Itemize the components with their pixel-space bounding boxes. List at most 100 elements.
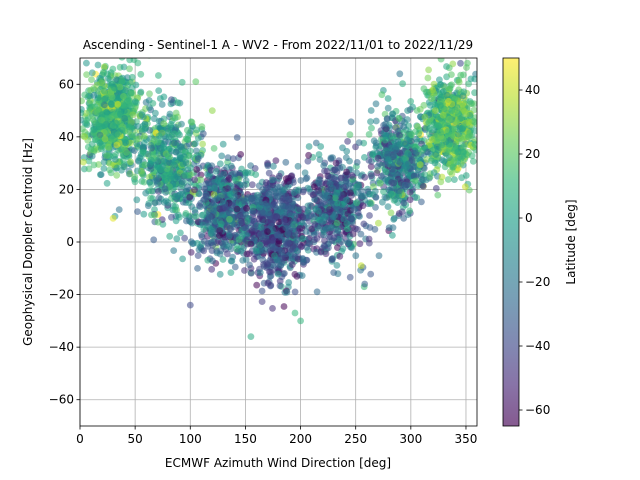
data-point (127, 139, 134, 147)
data-point (208, 107, 216, 114)
data-point (224, 185, 232, 192)
data-point (259, 209, 267, 217)
data-point (212, 167, 220, 175)
data-point (109, 65, 117, 73)
data-point (105, 143, 112, 151)
data-point (182, 159, 190, 167)
data-point (179, 255, 187, 263)
data-point (343, 225, 351, 233)
data-point (443, 91, 451, 99)
data-point (348, 215, 355, 223)
data-point (366, 212, 373, 219)
data-point (176, 153, 184, 160)
data-point (226, 215, 233, 223)
data-point (181, 234, 189, 242)
data-point (210, 145, 218, 152)
data-point (134, 123, 142, 130)
data-point (389, 165, 396, 173)
data-point (402, 140, 409, 148)
data-point (140, 178, 148, 186)
data-point (254, 194, 262, 201)
data-point (390, 179, 398, 187)
data-point (112, 119, 120, 127)
x-tick-label: 300 (399, 432, 422, 446)
data-point (257, 224, 265, 231)
data-point (459, 134, 467, 142)
data-point (419, 176, 427, 184)
data-point (371, 187, 379, 195)
data-point (160, 143, 168, 151)
data-point (166, 110, 174, 118)
data-point (213, 195, 221, 203)
data-point (414, 123, 421, 130)
data-point (126, 58, 134, 64)
data-point (228, 202, 236, 209)
data-point (379, 198, 386, 206)
data-point (235, 195, 243, 202)
data-point (132, 98, 139, 106)
data-point (120, 157, 127, 164)
data-point (261, 247, 269, 254)
y-tick-label: −60 (49, 393, 74, 407)
data-point (406, 188, 414, 196)
data-point (440, 157, 448, 165)
data-point (194, 252, 202, 259)
data-point (184, 166, 192, 174)
data-point (283, 224, 290, 232)
data-point (80, 158, 87, 166)
data-point (277, 233, 285, 241)
data-point (346, 273, 354, 281)
y-tick-label: −40 (49, 340, 74, 354)
data-point (383, 115, 391, 122)
data-point (262, 179, 270, 186)
colorbar-tick-label: −20 (525, 275, 550, 289)
data-point (127, 102, 135, 110)
data-point (285, 230, 293, 238)
data-point (142, 124, 149, 132)
data-point (83, 71, 90, 78)
data-point (384, 95, 392, 102)
data-point (277, 262, 285, 269)
data-point (232, 170, 240, 178)
data-point (471, 89, 477, 97)
data-point (411, 177, 419, 185)
data-point (317, 248, 325, 255)
data-point (444, 128, 452, 136)
data-point (103, 127, 111, 135)
data-point (313, 235, 321, 242)
data-point (174, 192, 182, 200)
data-point (121, 102, 128, 110)
data-point (265, 169, 273, 177)
data-point (468, 152, 476, 160)
data-point (113, 164, 121, 172)
data-point (103, 152, 111, 160)
y-tick-label: 40 (59, 130, 74, 144)
data-point (271, 252, 278, 260)
data-point (81, 91, 89, 99)
y-axis-label: Geophysical Doppler Centroid [Hz] (21, 138, 35, 346)
data-point (259, 186, 266, 194)
x-tick-label: 350 (455, 432, 478, 446)
data-point (426, 173, 434, 181)
data-point (161, 185, 169, 193)
data-point (208, 265, 216, 273)
data-point (327, 154, 335, 162)
data-point (216, 232, 223, 239)
data-point (448, 107, 456, 114)
data-point (80, 132, 87, 140)
data-point (344, 239, 352, 247)
data-point (191, 176, 199, 184)
data-point (187, 147, 194, 155)
data-point (239, 257, 247, 264)
data-point (344, 138, 351, 145)
data-point (390, 184, 398, 192)
data-point (451, 176, 458, 184)
data-point (182, 210, 190, 217)
data-point (86, 108, 93, 115)
data-point (396, 70, 404, 78)
data-point (199, 211, 207, 219)
colorbar-tick-label: 40 (525, 83, 540, 97)
data-point (127, 158, 134, 166)
data-point (384, 203, 392, 211)
data-point (439, 135, 447, 143)
